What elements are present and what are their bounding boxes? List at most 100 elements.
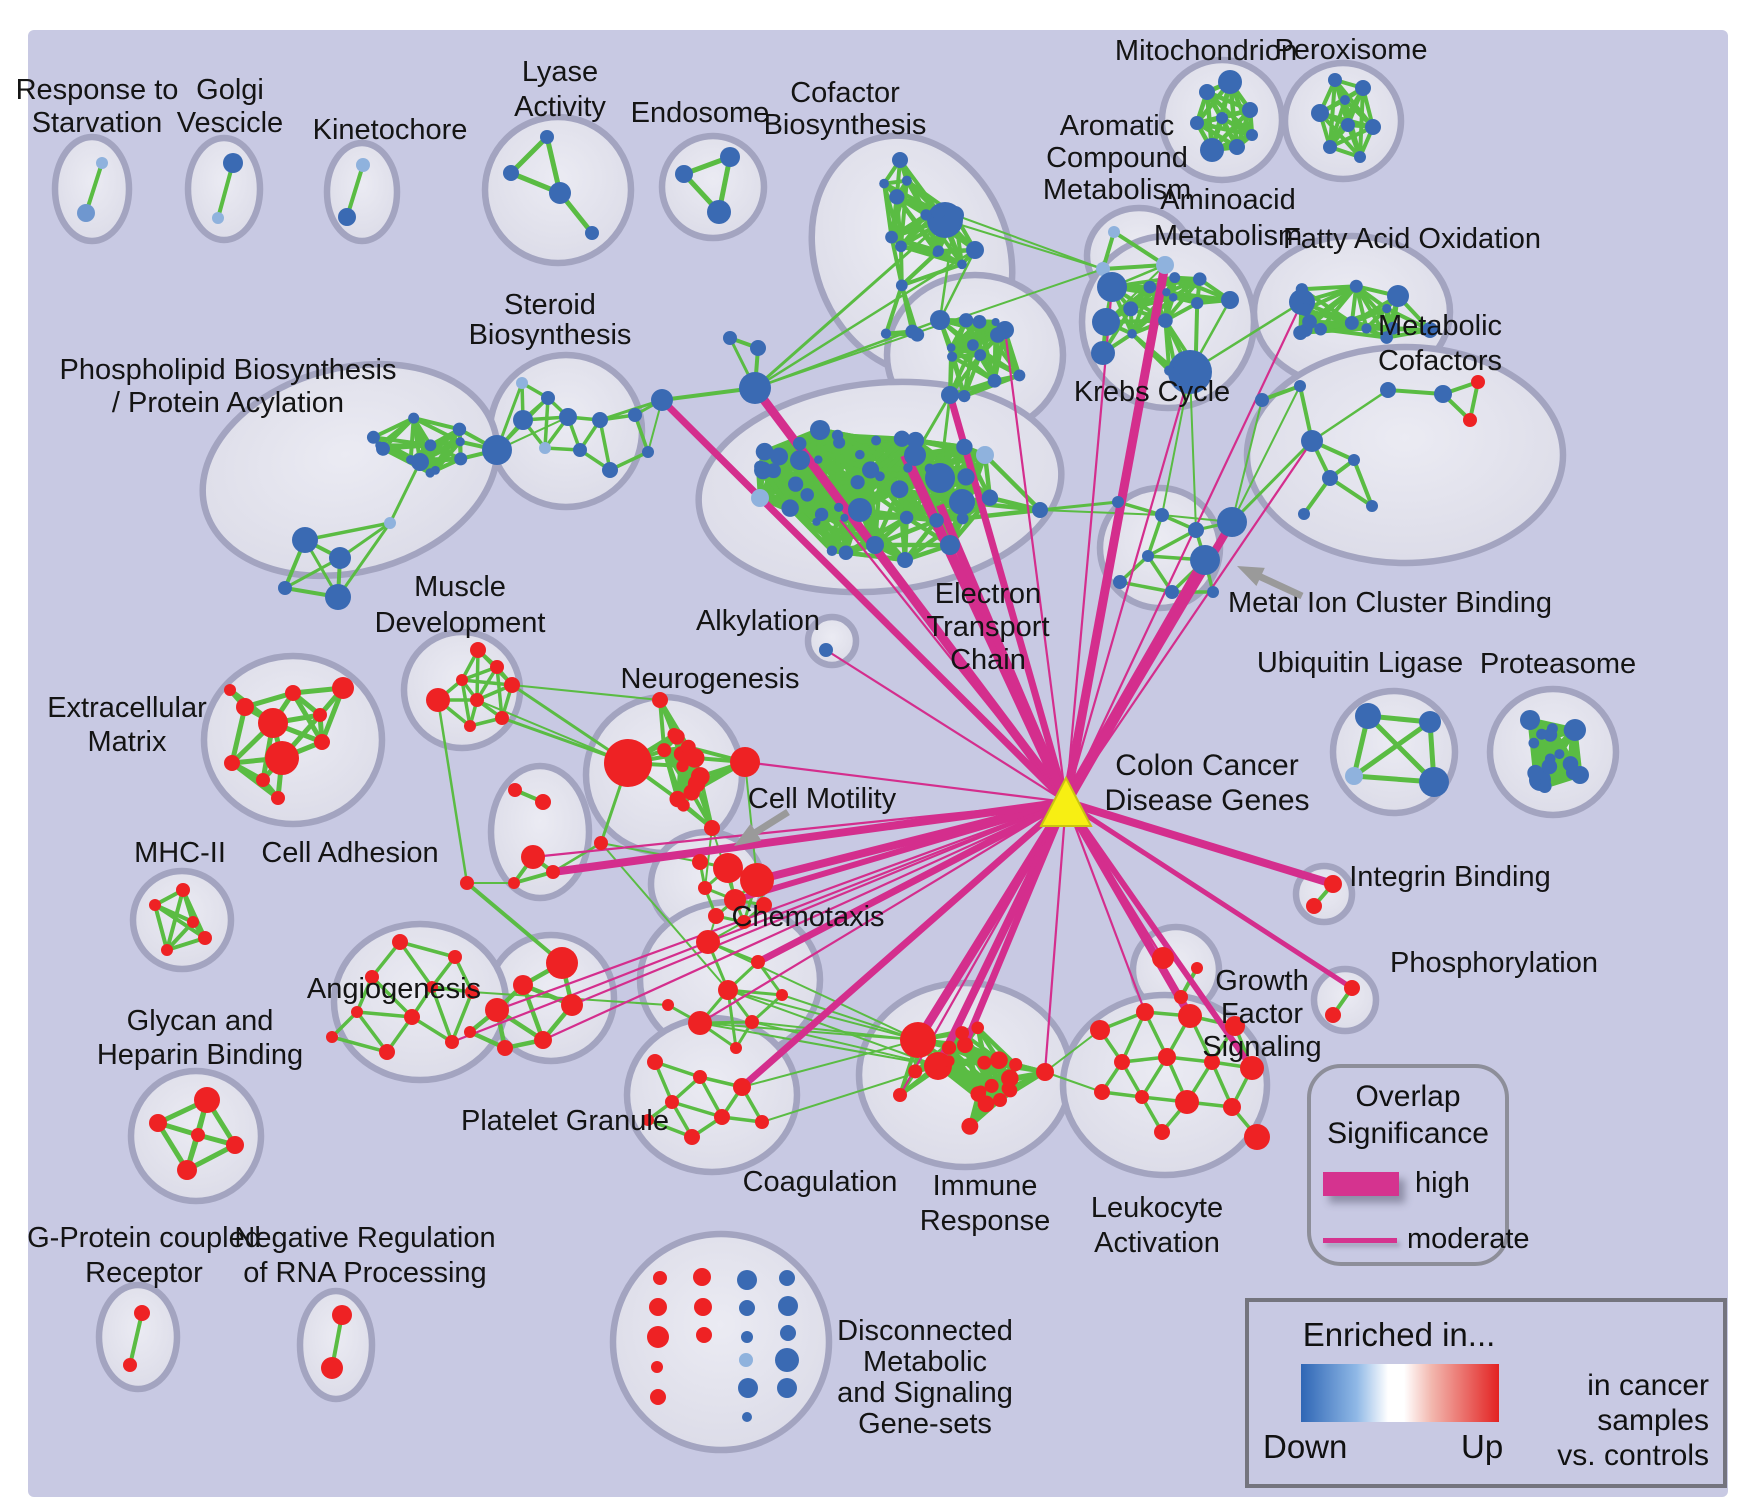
gene-set-node: [1314, 322, 1327, 336]
gene-set-node: [292, 527, 318, 553]
gene-set-node: [931, 204, 946, 220]
gene-set-node: [718, 980, 738, 1000]
enriched-in-legend: Enriched in... Down Up in cancer samples…: [1245, 1298, 1727, 1488]
gene-set-node: [96, 157, 108, 169]
gene-set-node: [751, 489, 769, 507]
gene-set-node: [692, 854, 708, 870]
cluster-label-metabolic-cofactors: Metabolic: [1378, 310, 1502, 342]
cluster-label-aromatic-compound-metabolism: Compound: [1046, 142, 1188, 174]
gene-set-node: [972, 314, 987, 329]
gene-set-node: [559, 408, 577, 426]
gene-set-node: [943, 1055, 955, 1067]
gene-set-node: [684, 748, 705, 768]
gene-set-node: [561, 994, 583, 1016]
gene-set-node: [1188, 522, 1204, 538]
gene-set-node: [503, 165, 519, 181]
cluster-metabolic-cofactors: [1243, 343, 1567, 567]
gene-set-node: [161, 944, 173, 956]
gene-set-node: [194, 1087, 220, 1113]
gene-set-node: [1419, 711, 1441, 733]
gene-set-node: [1191, 296, 1204, 310]
gene-set-node: [724, 889, 746, 911]
gene-set-node: [893, 1088, 907, 1102]
cluster-label-fatty-acid-oxidation: Fatty Acid Oxidation: [1283, 223, 1541, 255]
gene-set-node: [1382, 303, 1392, 314]
gene-set-node: [826, 545, 838, 556]
gene-set-node: [546, 865, 560, 879]
gene-set-node: [967, 339, 979, 351]
gene-set-node: [812, 423, 826, 437]
gene-set-node: [1246, 129, 1258, 141]
gene-set-node: [1354, 151, 1366, 163]
gene-set-node: [949, 489, 975, 515]
cluster-label-electron-transport-chain: Electron: [935, 578, 1041, 610]
gene-set-node: [1036, 1063, 1054, 1081]
cluster-label-chemotaxis: Chemotaxis: [731, 901, 884, 933]
gene-set-node: [737, 1270, 757, 1290]
moderate-significance-swatch: [1323, 1238, 1397, 1243]
gene-set-node: [834, 502, 844, 513]
gene-set-node: [224, 684, 236, 696]
gene-set-node: [1325, 1007, 1341, 1023]
gene-set-node: [1328, 73, 1342, 87]
gene-set-node: [929, 513, 944, 528]
gene-set-node: [356, 158, 370, 172]
gene-set-node: [904, 444, 926, 466]
gene-set-node: [504, 677, 520, 693]
gene-set-node: [880, 328, 892, 339]
gene-set-node: [1294, 380, 1306, 392]
gene-set-node: [258, 708, 288, 738]
overlap-significance-legend: Overlap Significance high moderate: [1307, 1064, 1530, 1266]
gene-set-node: [932, 245, 944, 257]
gene-set-node: [1361, 323, 1372, 334]
gene-set-node: [1322, 470, 1338, 486]
cluster-label-integrin-binding: Integrin Binding: [1349, 861, 1551, 893]
gene-set-node: [1565, 765, 1581, 780]
cluster-label-disconnected-gene-sets: Gene-sets: [858, 1408, 992, 1440]
gene-set-node: [814, 507, 829, 522]
gene-set-node: [1295, 283, 1309, 296]
gene-set-node: [508, 877, 520, 889]
overlap-legend-title-line2: Significance: [1327, 1117, 1489, 1150]
cluster-label-response-starvation: Starvation: [32, 107, 163, 139]
gene-set-node: [683, 784, 700, 801]
gene-set-node: [755, 1115, 769, 1129]
gene-set-node: [392, 934, 408, 950]
cluster-label-aromatic-compound-metabolism: Metabolism: [1043, 174, 1191, 206]
gene-set-node: [662, 999, 674, 1011]
gene-set-node: [1298, 508, 1310, 520]
gene-set-node: [751, 955, 765, 969]
gene-set-node: [1108, 226, 1120, 238]
gene-set-node: [976, 446, 994, 464]
gene-set-node: [495, 711, 509, 725]
gene-set-node: [755, 442, 774, 461]
gene-set-node: [987, 373, 1002, 388]
gene-set-node: [485, 998, 509, 1022]
gene-set-node: [1142, 550, 1154, 562]
cluster-label-kinetochore: Kinetochore: [313, 114, 468, 146]
gene-set-node: [521, 845, 545, 869]
gene-set-node: [1168, 293, 1178, 302]
cluster-endosome: [658, 132, 768, 242]
gene-set-node: [540, 130, 554, 144]
gene-set-node: [684, 1129, 700, 1145]
gene-set-node: [149, 1114, 167, 1132]
gene-set-node: [1174, 990, 1188, 1004]
gene-set-node: [651, 389, 673, 411]
gene-set-node: [778, 1296, 798, 1316]
colon-cancer-hub-triangle: [1039, 775, 1093, 827]
cluster-label-electron-transport-chain: Transport: [926, 611, 1049, 643]
gene-set-node: [974, 349, 987, 361]
gene-set-node: [1471, 375, 1485, 389]
cluster-cell-adhesion: [487, 762, 593, 902]
cluster-label-mhc-ii: MHC-II: [134, 837, 226, 869]
enriched-note-line2: samples: [1597, 1404, 1709, 1437]
gene-set-node: [1193, 272, 1207, 286]
gene-set-node: [903, 463, 913, 473]
gene-set-node: [1311, 104, 1329, 122]
overlap-legend-title-line1: Overlap: [1355, 1080, 1461, 1113]
gene-set-node: [1136, 1003, 1154, 1021]
gene-set-node: [690, 767, 710, 786]
gene-set-node: [1223, 1098, 1241, 1116]
gene-set-node: [1344, 315, 1359, 330]
